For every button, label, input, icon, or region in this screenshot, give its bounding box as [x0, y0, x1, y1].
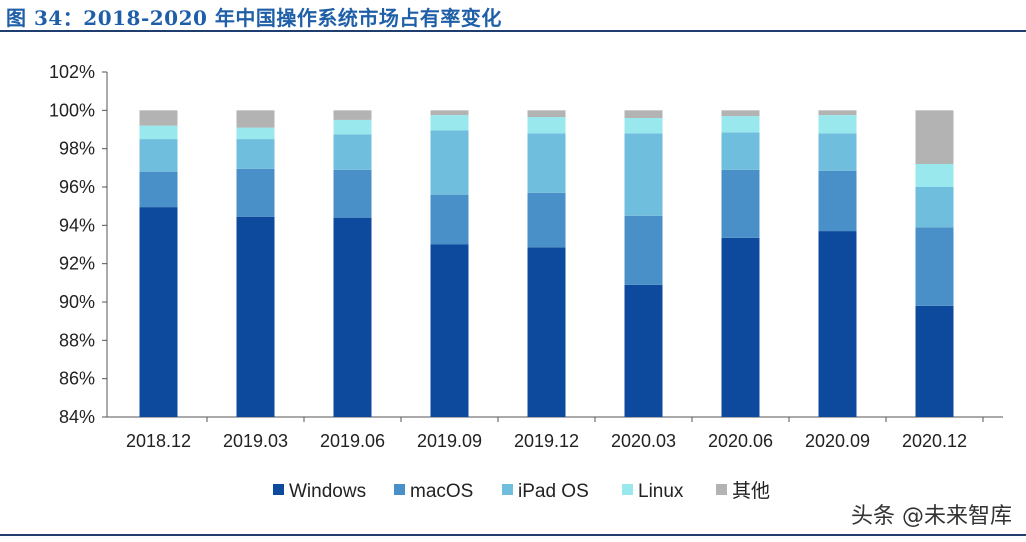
bar-segment: [721, 169, 760, 238]
y-tick-label: 94%: [59, 215, 95, 235]
bar-segment: [333, 119, 372, 135]
x-tick-label: 2020.12: [902, 431, 967, 451]
plot-area: 84% 86% 88% 90% 92% 94% 96% 98% 100% 102% 2018.12 2…: [49, 62, 1003, 451]
bar-segment: [624, 118, 663, 134]
bar-segment: [818, 115, 857, 134]
x-tick-label: 2020.09: [805, 431, 870, 451]
legend-swatch: [273, 484, 284, 495]
legend-label: Linux: [638, 481, 684, 502]
y-tick-label: 102%: [49, 62, 95, 82]
bar-segment: [430, 194, 469, 245]
bar-segment: [527, 192, 566, 248]
bar-segment: [624, 110, 663, 118]
bar-segment: [139, 125, 178, 140]
bar-segment: [624, 284, 663, 417]
x-tick-label: 2020.03: [611, 431, 676, 451]
bar-segment: [430, 244, 469, 417]
legend-label: 其他: [732, 480, 770, 502]
bar-segment: [236, 110, 275, 128]
bar-segment: [139, 171, 178, 208]
bar-segment: [236, 127, 275, 140]
bar-segment: [915, 110, 954, 164]
bar-segment: [721, 132, 760, 170]
y-tick-label: 92%: [59, 254, 95, 274]
x-tick-label: 2019.12: [514, 431, 579, 451]
bar-segment: [915, 164, 954, 187]
legend-label: iPad OS: [518, 481, 589, 502]
y-tick-label: 100%: [49, 100, 95, 120]
bar-segment: [915, 187, 954, 228]
bar-segment: [915, 305, 954, 417]
bar-segment: [624, 133, 663, 216]
y-tick-label: 86%: [59, 369, 95, 389]
bar-segment: [721, 237, 760, 417]
bar-segment: [333, 110, 372, 120]
bar-segment: [430, 130, 469, 195]
y-tick-label: 90%: [59, 292, 95, 312]
bar-segment: [139, 207, 178, 417]
legend-label: macOS: [410, 481, 473, 502]
legend-swatch: [502, 484, 513, 495]
x-tick-label: 2019.09: [417, 431, 482, 451]
bar-segment: [333, 134, 372, 170]
y-tick-label: 98%: [59, 139, 95, 159]
bar-segment: [527, 133, 566, 193]
legend-swatch: [622, 484, 633, 495]
bar-segment: [527, 247, 566, 417]
y-tick-label: 96%: [59, 177, 95, 197]
bar-segment: [236, 139, 275, 169]
y-tick-label: 84%: [59, 407, 95, 427]
x-tick-label: 2019.06: [320, 431, 385, 451]
figure-title: 图 34：2018-2020 年中国操作系统市场占有率变化: [6, 6, 502, 30]
bar-segment: [430, 115, 469, 131]
top-rule: [0, 30, 1026, 32]
bar-segment: [527, 110, 566, 118]
legend: Windows macOS iPad OS Linux 其他: [273, 480, 770, 502]
bar-segment: [527, 117, 566, 134]
bar-segment: [818, 110, 857, 116]
legend-swatch: [394, 484, 405, 495]
bar-segment: [430, 110, 469, 116]
bar-segment: [139, 110, 178, 126]
bar-segment: [236, 216, 275, 417]
bar-segment: [818, 170, 857, 232]
watermark: 头条 @未来智库: [851, 504, 1012, 529]
y-tick-label: 88%: [59, 330, 95, 350]
bottom-rule: [0, 534, 1026, 536]
bar-segment: [818, 133, 857, 171]
bar-segment: [915, 227, 954, 306]
bar-segment: [236, 168, 275, 217]
bar-segment: [333, 169, 372, 218]
x-tick-label: 2019.03: [223, 431, 288, 451]
bar-segment: [139, 139, 178, 172]
bar-segment: [624, 215, 663, 285]
bar-segment: [818, 231, 857, 417]
bar-segment: [333, 217, 372, 417]
legend-swatch: [716, 484, 727, 495]
legend-label: Windows: [289, 481, 366, 502]
bar-segment: [721, 116, 760, 133]
bar-segment: [721, 110, 760, 117]
x-tick-label: 2020.06: [708, 431, 773, 451]
x-tick-label: 2018.12: [126, 431, 191, 451]
